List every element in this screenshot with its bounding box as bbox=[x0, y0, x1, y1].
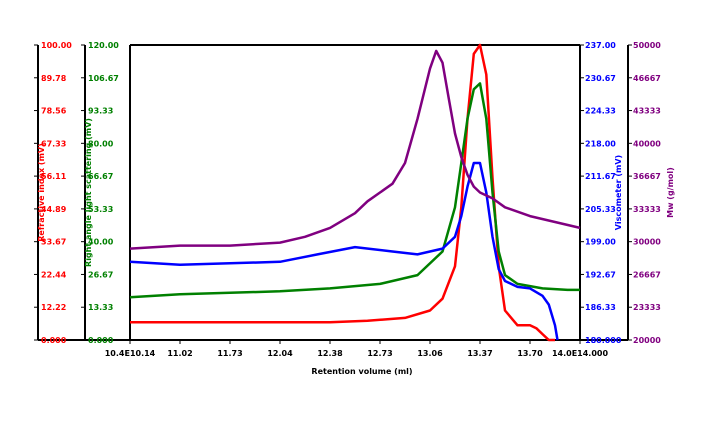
y-tick-label-blue: 237.00 bbox=[585, 41, 616, 50]
axes-layer: 0.000 12.22 22.44 33.67 44.89 56.11 67.33 78.56… bbox=[34, 41, 675, 358]
y-tick-label-blue: 224.33 bbox=[585, 107, 616, 116]
y-tick-label-green: 13.33 bbox=[88, 303, 113, 312]
x-tick-label: 13.70 bbox=[517, 349, 543, 358]
y-tick-label-red: 33.67 bbox=[41, 238, 66, 247]
y-tick-label-red: 100.00 bbox=[41, 41, 72, 50]
y-tick-label-red: 56.11 bbox=[41, 172, 67, 181]
x-tick-label: 13.37 bbox=[467, 349, 492, 358]
y-tick-label-blue: 186.33 bbox=[585, 303, 616, 312]
y-axis-title-green: Right angle light scattering (mV) bbox=[84, 118, 93, 267]
y-tick-label-green: 93.33 bbox=[88, 107, 113, 116]
y-tick-label-blue: 211.67 bbox=[585, 172, 616, 181]
y-axis-title-blue: Viscometer (mV) bbox=[614, 155, 623, 230]
x-tick-label: 13.06 bbox=[417, 349, 443, 358]
y-tick-label-purple: 50000 bbox=[633, 41, 661, 50]
y-tick-label-blue: 192.67 bbox=[585, 270, 616, 279]
y-tick-label-purple: 36667 bbox=[633, 172, 661, 181]
y-tick-label-green: 106.67 bbox=[88, 74, 119, 83]
y-tick-label-red: 0.000 bbox=[41, 336, 67, 345]
series-line-green bbox=[129, 82, 580, 299]
x-tick-label: 12.04 bbox=[267, 349, 293, 358]
y-tick-label-red: 78.56 bbox=[41, 107, 67, 116]
series-layer bbox=[129, 43, 581, 342]
y-tick-label-purple: 46667 bbox=[633, 74, 661, 83]
series-line-red bbox=[130, 43, 555, 342]
y-tick-label-purple: 20000 bbox=[633, 336, 661, 345]
y-tick-label-purple: 23333 bbox=[633, 303, 661, 312]
y-tick-label-red: 44.89 bbox=[41, 205, 67, 214]
y-tick-label-blue: 199.00 bbox=[585, 238, 616, 247]
y-tick-label-red: 67.33 bbox=[41, 139, 66, 148]
x-tick-label: 11.73 bbox=[217, 349, 242, 358]
x-axis-title: Retention volume (ml) bbox=[311, 367, 412, 376]
y-tick-label-blue: 205.33 bbox=[585, 205, 616, 214]
series-line-blue bbox=[129, 161, 559, 341]
x-tick-label: 12.73 bbox=[367, 349, 392, 358]
y-tick-label-green: 0.000 bbox=[88, 336, 114, 345]
y-tick-label-purple: 26667 bbox=[633, 270, 661, 279]
y-tick-label-purple: 30000 bbox=[633, 238, 661, 247]
y-tick-label-green: 53.33 bbox=[88, 205, 113, 214]
y-tick-label-green: 80.00 bbox=[88, 139, 114, 148]
y-tick-label-red: 89.78 bbox=[41, 74, 67, 83]
y-axis-title-red: Refractive index (mV) bbox=[37, 143, 46, 242]
x-tick-label: 10.4E10.14 bbox=[105, 349, 156, 358]
y-tick-label-purple: 43333 bbox=[633, 107, 661, 116]
y-tick-label-purple: 33333 bbox=[633, 205, 661, 214]
y-tick-label-green: 66.67 bbox=[88, 172, 113, 181]
x-tick-label: 12.38 bbox=[317, 349, 343, 358]
y-tick-label-blue: 218.00 bbox=[585, 139, 616, 148]
y-axis-title-purple: Mw (g/mol) bbox=[666, 167, 675, 218]
y-tick-label-green: 120.00 bbox=[88, 41, 119, 50]
y-tick-label-red: 12.22 bbox=[41, 303, 66, 312]
x-tick-label: 14.0E14.000 bbox=[552, 349, 609, 358]
series-line-purple bbox=[129, 49, 581, 250]
y-tick-label-green: 26.67 bbox=[88, 270, 113, 279]
y-tick-label-green: 40.00 bbox=[88, 238, 114, 247]
y-tick-label-blue: 230.67 bbox=[585, 74, 616, 83]
y-tick-label-red: 22.44 bbox=[41, 270, 67, 279]
y-tick-label-purple: 40000 bbox=[633, 139, 661, 148]
x-tick-label: 11.02 bbox=[167, 349, 192, 358]
y-tick-label-blue: 180.000 bbox=[585, 336, 622, 345]
